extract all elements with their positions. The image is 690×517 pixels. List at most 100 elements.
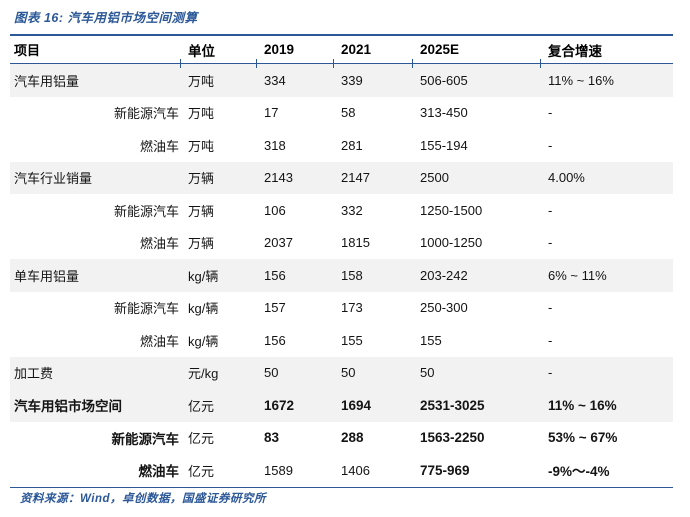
cell-item: 加工费 — [14, 366, 54, 382]
cell-y2025: 1250-1500 — [420, 202, 483, 218]
cell-y2025: 155-194 — [420, 137, 468, 153]
cell-y2021: 50 — [341, 365, 356, 381]
cell-y2025: 506-605 — [420, 72, 468, 88]
cell-y2021: 158 — [341, 267, 363, 283]
cell-y2021: 173 — [341, 300, 363, 316]
cell-item: 新能源汽车 — [113, 301, 179, 317]
col-header-2019: 2019 — [264, 42, 295, 57]
table-body: 汽车用铝量 万吨 334 339 506-605 11% ~ 16% 新能源汽车 万吨 17 58… — [10, 64, 673, 488]
cell-y2021: 1815 — [341, 235, 370, 251]
cell-y2021: 339 — [341, 72, 363, 88]
cell-item: 汽车行业销量 — [14, 171, 93, 187]
table-row: 新能源汽车 亿元 83 288 1563-2250 53% ~ 67% — [10, 422, 673, 455]
table-row: 新能源汽车 万吨 17 58 313-450 - — [10, 97, 673, 130]
cell-item: 燃油车 — [139, 333, 179, 349]
cell-unit: 万辆 — [188, 203, 215, 219]
cell-y2025: 155 — [420, 332, 442, 348]
cell-cagr: - — [548, 235, 553, 251]
cell-unit: 亿元 — [188, 398, 215, 414]
cell-item: 燃油车 — [139, 138, 179, 154]
cell-cagr: 53% ~ 67% — [548, 430, 618, 446]
cell-unit: 万吨 — [188, 106, 215, 122]
cell-y2025: 1000-1250 — [420, 235, 483, 251]
cell-item: 燃油车 — [138, 464, 180, 480]
cell-unit: 亿元 — [188, 463, 215, 479]
table-row: 新能源汽车 万辆 106 332 1250-1500 - — [10, 194, 673, 227]
cell-y2021: 1694 — [341, 397, 372, 413]
cell-y2025: 1563-2250 — [420, 430, 485, 446]
cell-cagr: - — [548, 332, 553, 348]
column-divider-tick — [256, 59, 257, 68]
cell-unit: kg/辆 — [188, 268, 219, 284]
cell-unit: kg/辆 — [188, 333, 219, 349]
source-note: 资料来源：Wind，卓创数据，国盛证券研究所 — [20, 493, 266, 505]
cell-unit: 万辆 — [188, 171, 215, 187]
column-divider-tick — [412, 59, 413, 68]
col-header-item: 项目 — [14, 43, 41, 58]
table-row: 新能源汽车 kg/辆 157 173 250-300 - — [10, 292, 673, 325]
table-row: 燃油车 万辆 2037 1815 1000-1250 - — [10, 227, 673, 260]
cell-item: 汽车用铝市场空间 — [14, 399, 122, 415]
figure-title: 图表 16: 汽车用铝市场空间测算 — [14, 11, 198, 25]
cell-y2021: 155 — [341, 332, 363, 348]
cell-y2019: 334 — [264, 72, 286, 88]
cell-unit: 万辆 — [188, 236, 215, 252]
cell-unit: kg/辆 — [188, 301, 219, 317]
table-row: 汽车用铝市场空间 亿元 1672 1694 2531-3025 11% ~ 16% — [10, 389, 673, 422]
cell-y2021: 58 — [341, 105, 356, 121]
cell-unit: 万吨 — [188, 138, 215, 154]
cell-y2019: 1672 — [264, 397, 295, 413]
market-size-table: 项目 单位 2019 2021 2025E 复合增速 汽车用铝量 万吨 334 339… — [10, 34, 673, 488]
col-header-2025e: 2025E — [420, 42, 460, 57]
col-header-unit: 单位 — [188, 43, 215, 59]
column-divider-tick — [540, 59, 541, 68]
table-header-row: 项目 单位 2019 2021 2025E 复合增速 — [10, 34, 673, 68]
cell-y2019: 17 — [264, 105, 279, 121]
table-row: 燃油车 万吨 318 281 155-194 - — [10, 129, 673, 162]
col-header-2021: 2021 — [341, 42, 372, 57]
cell-y2021: 281 — [341, 137, 363, 153]
cell-y2025: 2531-3025 — [420, 397, 485, 413]
cell-y2025: 203-242 — [420, 267, 468, 283]
cell-item: 燃油车 — [139, 236, 179, 252]
cell-y2025: 50 — [420, 365, 435, 381]
cell-cagr: - — [548, 300, 553, 316]
cell-item: 新能源汽车 — [111, 431, 180, 447]
col-header-cagr: 复合增速 — [548, 43, 602, 59]
table-row: 汽车行业销量 万辆 2143 2147 2500 4.00% — [10, 161, 673, 194]
table-row: 汽车用铝量 万吨 334 339 506-605 11% ~ 16% — [10, 64, 673, 97]
cell-item: 新能源汽车 — [113, 203, 179, 219]
cell-cagr: 11% ~ 16% — [548, 72, 614, 88]
cell-y2019: 318 — [264, 137, 286, 153]
cell-cagr: - — [548, 137, 553, 153]
cell-y2019: 156 — [264, 332, 286, 348]
cell-cagr: 11% ~ 16% — [548, 397, 617, 413]
cell-y2019: 157 — [264, 300, 286, 316]
cell-cagr: - — [548, 202, 553, 218]
table-row: 单车用铝量 kg/辆 156 158 203-242 6% ~ 11% — [10, 259, 673, 292]
cell-item: 新能源汽车 — [113, 106, 179, 122]
table-row: 燃油车 kg/辆 156 155 155 - — [10, 324, 673, 357]
cell-unit: 元/kg — [188, 366, 219, 382]
cell-cagr: -9%～-4% — [548, 464, 610, 480]
cell-cagr: - — [548, 105, 553, 121]
cell-y2019: 50 — [264, 365, 279, 381]
table-row: 加工费 元/kg 50 50 50 - — [10, 356, 673, 389]
cell-y2021: 1406 — [341, 462, 370, 478]
cell-y2025: 2500 — [420, 170, 449, 186]
cell-y2019: 83 — [264, 430, 280, 446]
cell-cagr: 6% ~ 11% — [548, 267, 607, 283]
cell-y2019: 1589 — [264, 462, 293, 478]
cell-y2025: 775-969 — [420, 462, 470, 478]
cell-unit: 亿元 — [188, 431, 215, 447]
cell-y2021: 2147 — [341, 170, 370, 186]
column-divider-tick — [333, 59, 334, 68]
cell-y2025: 313-450 — [420, 105, 468, 121]
cell-y2019: 2037 — [264, 235, 293, 251]
cell-unit: 万吨 — [188, 73, 215, 89]
cell-item: 汽车用铝量 — [14, 73, 80, 89]
cell-y2021: 288 — [341, 430, 364, 446]
cell-y2019: 2143 — [264, 170, 293, 186]
cell-y2019: 156 — [264, 267, 286, 283]
